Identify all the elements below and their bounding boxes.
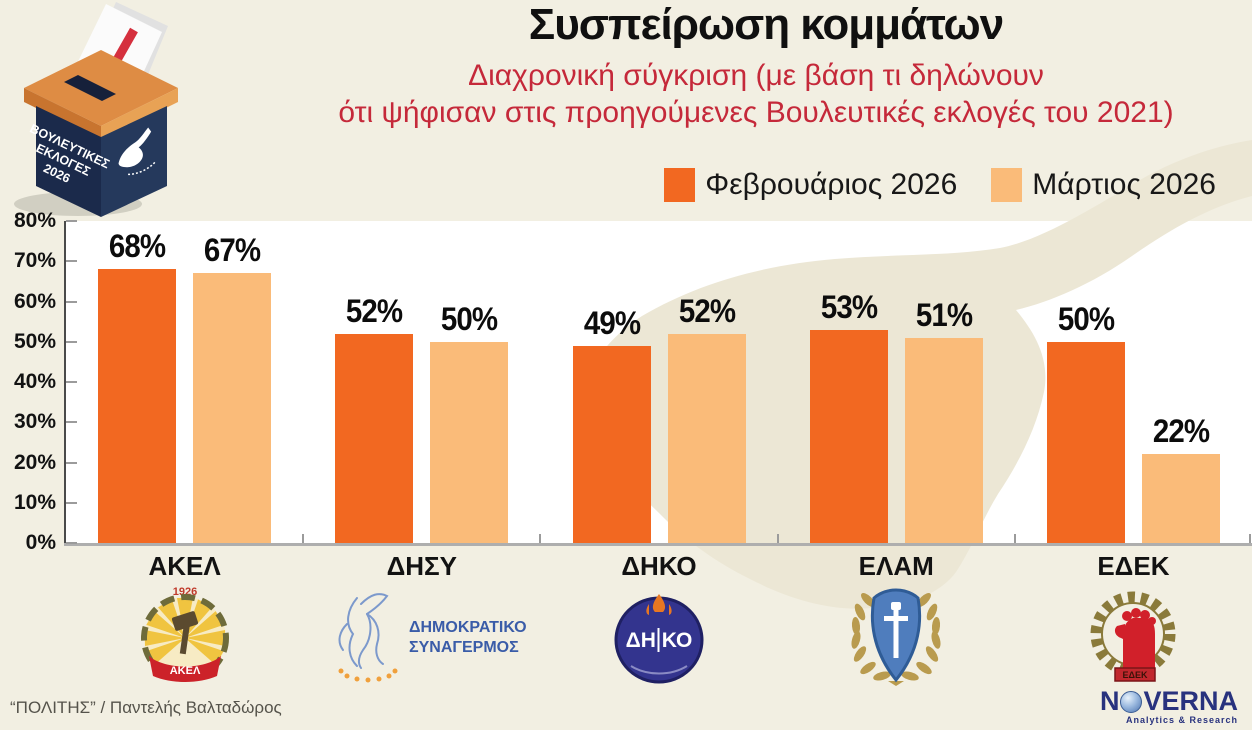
ballot-lid-edge-right: [101, 88, 178, 140]
y-axis-line: [64, 221, 66, 546]
y-axis-tick-label: 0%: [25, 531, 56, 554]
bar-ΕΔΕΚ-Φεβρουάριος 2026: 50%: [1046, 301, 1125, 543]
page-subtitle: Διαχρονική σύγκριση (με βάση τι δηλώνουν…: [260, 57, 1252, 131]
bar-ΑΚΕΛ-Μάρτιος 2026: 67%: [193, 232, 272, 543]
x-axis-tick-mark: [539, 534, 542, 543]
chart-legend: Φεβρουάριος 2026 Μάρτιος 2026: [664, 168, 1216, 202]
ballot-slot: [64, 75, 116, 101]
subtitle-line2: ότι ψήφισαν στις προηγούμενες Βουλευτικέ…: [338, 96, 1174, 129]
legend-swatch-0: [664, 168, 696, 202]
y-axis-tick-label: 70%: [13, 249, 56, 273]
logo-dhsy: ΔΗΜΟΚΡΑΤΙΚΟΣ ΣΥΝΑΓΕΡΜΟΣ: [303, 582, 540, 688]
legend-item-1: Μάρτιος 2026: [991, 168, 1216, 202]
bar-group-ΔΗΚΟ: 49% 52%: [540, 221, 777, 543]
bar-value-label: 52%: [678, 292, 735, 329]
logo-edek: ΕΔΕΚ: [1015, 582, 1252, 688]
bar-ΑΚΕΛ-Φεβρουάριος 2026: 68%: [98, 228, 177, 543]
bar-value-label: 51%: [915, 296, 973, 333]
dhko-logo-icon: ΔΗ ΚΟ: [614, 594, 704, 684]
y-axis-tick-mark: [66, 542, 77, 544]
ballot-box-cyprus-emblem: [118, 127, 156, 176]
y-axis-tick-label: 20%: [13, 450, 56, 474]
category-label-ΔΗΣΥ: ΔΗΣΥ: [386, 551, 458, 581]
x-axis-tick-mark: [1014, 534, 1017, 543]
category-label-ΑΚΕΛ: ΑΚΕΛ: [148, 551, 221, 581]
dhsy-logo-icon: ΔΗΜΟΚΡΑΤΙΚΟΣ ΣΥΝΑΓΕΡΜΟΣ: [338, 593, 527, 683]
noverna-globe-icon: [1120, 690, 1143, 713]
edek-banner-label: ΕΔΕΚ: [1123, 670, 1148, 680]
y-axis-tick-label: 30%: [13, 410, 56, 434]
edek-logo-icon: ΕΔΕΚ: [1090, 591, 1176, 682]
category-label-ΕΛΑΜ: ΕΛΑΜ: [858, 551, 934, 581]
bar-ΕΛΑΜ-Φεβρουάριος 2026: 53%: [809, 289, 888, 543]
party-logos-row: 1926 ΑΚΕΛ: [66, 582, 1252, 688]
bar-ΔΗΣΥ-Μάρτιος 2026: 50%: [430, 301, 509, 543]
x-axis-tick-mark: [301, 534, 304, 543]
legend-item-0: Φεβρουάριος 2026: [664, 168, 957, 202]
page-title: Συσπείρωση κομμάτων: [528, 0, 1004, 49]
category-label-ΔΗΚΟ: ΔΗΚΟ: [621, 551, 697, 581]
y-axis-labels: 80% 70% 60% 50% 40% 30% 20% 10% 0%: [0, 209, 56, 554]
bar-ΔΗΚΟ-Μάρτιος 2026: 52%: [667, 293, 746, 543]
y-axis-tick-mark: [66, 381, 77, 383]
y-axis-tick-label: 40%: [13, 370, 56, 393]
logo-dhko: ΔΗ ΚΟ: [540, 582, 777, 688]
y-axis-tick-mark: [66, 501, 77, 504]
logo-elam: [778, 582, 1015, 688]
akel-logo-icon: 1926 ΑΚΕΛ: [140, 586, 229, 682]
bar-ΕΔΕΚ-Μάρτιος 2026: 22%: [1141, 413, 1220, 543]
category-labels-row: ΑΚΕΛ ΔΗΣΥ ΔΗΚΟ ΕΛΑΜ ΕΔΕΚ: [66, 551, 1252, 582]
bar-value-label: 50%: [441, 300, 498, 337]
y-axis-tick-mark: [66, 340, 77, 343]
y-axis-tick-label: 60%: [13, 289, 56, 313]
noverna-text-right: VERNA: [1143, 686, 1238, 716]
bar-group-ΔΗΣΥ: 52% 50%: [303, 221, 540, 543]
legend-swatch-1: [991, 168, 1023, 202]
bar-value-label: 52%: [346, 292, 403, 329]
bar-value-label: 67%: [204, 232, 261, 269]
y-axis-tick-mark: [66, 461, 77, 464]
noverna-subtext: Analytics & Research: [1125, 715, 1238, 725]
source-attribution: “ΠΟΛΙΤΗΣ” / Παντελής Βαλταδώρος: [10, 698, 282, 717]
legend-label-0: Φεβρουάριος 2026: [705, 168, 958, 201]
y-axis-tick-label: 50%: [13, 329, 56, 353]
bar-value-label: 50%: [1057, 300, 1115, 337]
ballot-box-icon: ΒΟΥΛΕΥΤΙΚΕΣ ΕΚΛΟΓΕΣ 2026: [14, 2, 178, 217]
bar-group-ΑΚΕΛ: 68% 67%: [66, 221, 303, 543]
noverna-text-left: N: [1099, 686, 1120, 716]
bar-group-ΕΛΑΜ: 53% 51%: [778, 221, 1015, 543]
dhsy-text-line1: ΔΗΜΟΚΡΑΤΙΚΟΣ: [409, 619, 527, 636]
subtitle-line1: Διαχρονική σύγκριση (με βάση τι δηλώνουν: [468, 59, 1044, 92]
bar-ΔΗΣΥ-Φεβρουάριος 2026: 52%: [335, 293, 414, 543]
plot-area: 68% 67% 52% 50% 49% 52% 53% 51% 50% 22%: [66, 221, 1252, 543]
ballot-box-left-face: [36, 106, 101, 217]
bar-value-label: 53%: [820, 288, 878, 325]
x-axis-tick-mark: [776, 534, 779, 543]
logo-akel: 1926 ΑΚΕΛ: [66, 582, 303, 688]
y-axis-tick-mark: [66, 220, 77, 222]
legend-label-1: Μάρτιος 2026: [1032, 168, 1216, 201]
y-axis-tick-mark: [66, 300, 77, 303]
akel-banner-label: ΑΚΕΛ: [169, 665, 200, 677]
noverna-logo: N VERNA Analytics & Research: [1100, 686, 1238, 725]
bar-value-label: 68%: [109, 228, 166, 265]
dhsy-text-line2: ΣΥΝΑΓΕΡΜΟΣ: [409, 639, 519, 656]
x-axis-baseline: [64, 543, 1252, 546]
y-axis-tick-label: 80%: [13, 209, 56, 232]
y-axis-tick-mark: [66, 260, 77, 263]
category-label-ΕΔΕΚ: ΕΔΕΚ: [1097, 551, 1170, 581]
x-axis-tick-mark: [1249, 534, 1251, 543]
bar-value-label: 22%: [1152, 413, 1210, 450]
y-axis-tick-mark: [66, 421, 77, 424]
y-axis-tick-label: 10%: [13, 490, 56, 514]
bar-ΔΗΚΟ-Φεβρουάριος 2026: 49%: [572, 305, 651, 543]
bar-value-label: 49%: [583, 304, 640, 341]
ballot-lid-edge-left: [24, 88, 101, 140]
bar-ΕΛΑΜ-Μάρτιος 2026: 51%: [904, 297, 983, 543]
bar-group-ΕΔΕΚ: 50% 22%: [1015, 221, 1252, 543]
elam-logo-icon: [851, 588, 941, 686]
